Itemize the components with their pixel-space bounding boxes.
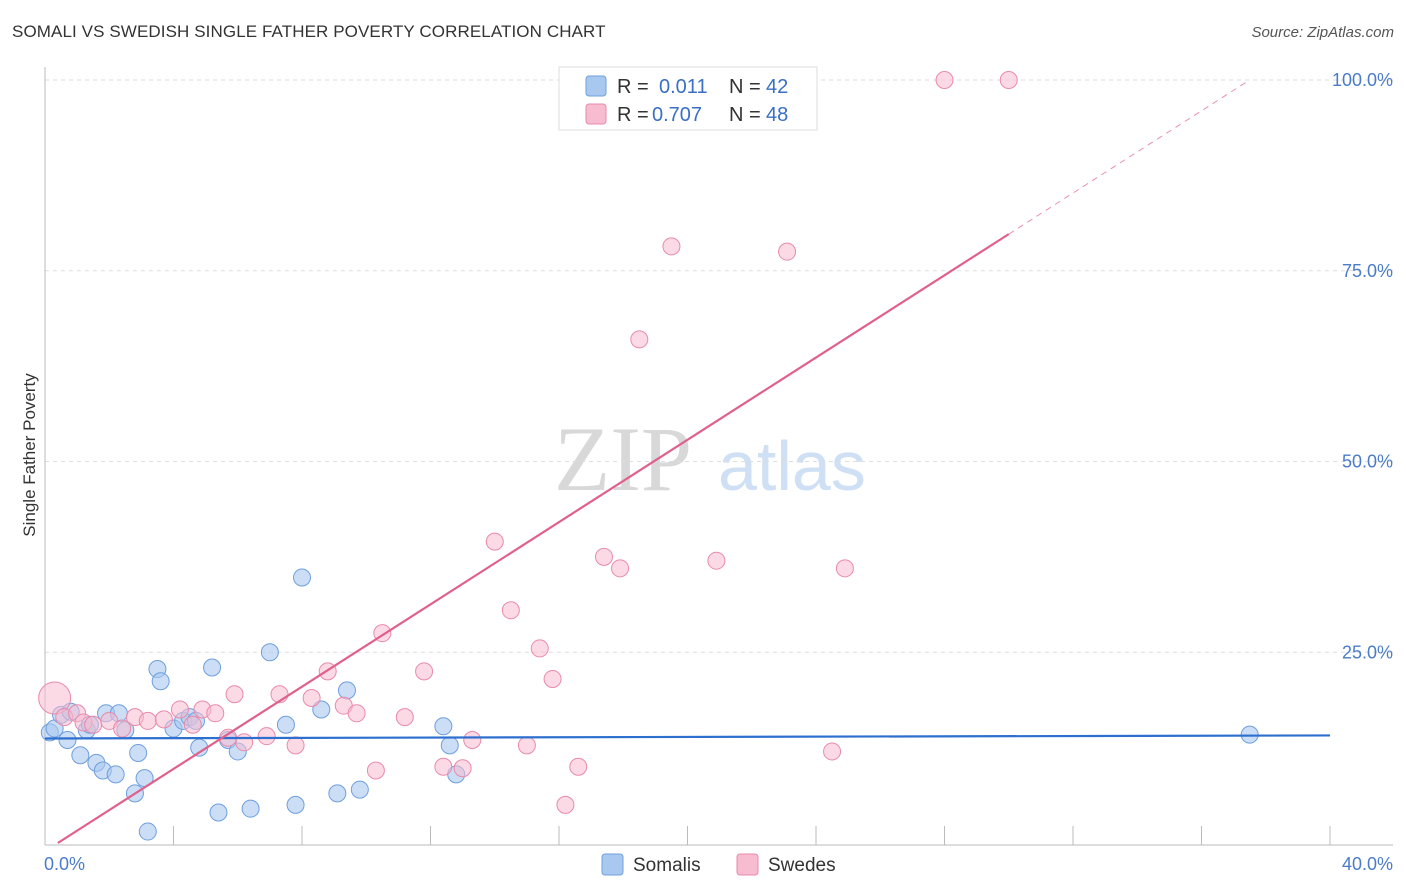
somali-point [129,743,148,762]
somali-point [337,681,356,700]
swede-point [154,710,173,729]
swede-trend-extension [1008,79,1250,235]
somali-point [209,803,228,822]
somali-point [151,672,170,691]
swede-trend-line [57,233,1010,844]
chart-title: SOMALI VS SWEDISH SINGLE FATHER POVERTY … [12,22,606,41]
trend-lines [44,79,1331,844]
swede-point [138,711,157,730]
y-axis-label: Single Father Poverty [20,373,39,537]
somali-points [40,568,1259,841]
watermark-zip: ZIP [554,408,692,510]
swede-point [630,330,649,349]
y-tick-label: 25.0% [1342,642,1393,662]
swede-point [556,795,575,814]
swede-point [183,715,202,734]
somali-point [106,765,125,784]
swede-point [707,551,726,570]
x-tick-label: 0.0% [44,854,85,874]
swede-point [611,559,630,578]
swede-point [485,532,504,551]
somali-point [203,658,222,677]
bottom-legend: Somalis Swedes [601,853,836,876]
axes [44,67,1393,846]
swede-point [38,681,72,715]
somali-point [276,715,295,734]
swede-point [823,742,842,761]
swede-point [415,662,434,681]
x-tick-label: 40.0% [1342,854,1393,874]
legend-swede-swatch [585,103,607,125]
swede-point [235,733,254,752]
tick-labels: 25.0% 50.0% 75.0% 100.0% 0.0% 40.0% [44,70,1393,874]
y-tick-label: 50.0% [1342,452,1393,472]
y-tick-label: 100.0% [1332,70,1393,90]
swede-point [530,639,549,658]
somali-point [286,795,305,814]
somali-point [440,736,459,755]
somali-point [434,717,453,736]
swede-point [999,71,1018,89]
somali-point [260,643,279,662]
legend-swede-r-label: R = [617,104,649,126]
somali-point [71,746,90,765]
swede-point [347,704,366,723]
somali-point [350,780,369,799]
swede-point [935,71,954,89]
legend-somali-n-label: N = [729,76,761,98]
legend-somali-r-label: R = [617,76,649,98]
swede-point [594,547,613,566]
swede-point [286,736,305,755]
swede-point [453,759,472,778]
legend-somali-n-value: 42 [766,76,788,98]
swede-point [501,601,520,620]
swede-points [38,71,1018,814]
swede-point [225,685,244,704]
swede-point [569,757,588,776]
somali-trend-line [44,734,1331,740]
legend-swede-r-value: 0.707 [652,104,702,126]
swede-point [835,559,854,578]
source-credit: Source: ZipAtlas.com [1251,24,1394,41]
somali-point [328,784,347,803]
swede-point [257,727,276,746]
swede-point [662,237,681,256]
swede-point [778,242,797,261]
swede-point [170,700,189,719]
swede-point [463,730,482,749]
swede-point [543,669,562,688]
swede-point [113,719,132,738]
bottom-legend-swede-swatch [736,853,759,876]
swede-point [395,708,414,727]
bottom-legend-somali-label: Somalis [633,855,701,876]
swede-point [206,704,225,723]
bottom-legend-somali-swatch [601,853,624,876]
legend-swede-n-value: 48 [766,104,788,126]
somali-point [58,730,77,749]
top-legend: R = 0.011 N = 42 R = 0.707 N = 48 [558,66,818,131]
swede-point [302,689,321,708]
swede-point [366,761,385,780]
swede-point [434,757,453,776]
legend-somali-r-value: 0.011 [659,76,708,98]
y-tick-label: 75.0% [1342,261,1393,281]
somali-point [293,568,311,587]
watermark-atlas: atlas [718,427,866,505]
legend-swede-n-label: N = [729,104,761,126]
somali-point [138,822,157,841]
somali-point [241,799,260,818]
legend-somali-swatch [585,75,607,97]
swede-point [517,736,536,755]
swede-point [84,715,103,734]
bottom-legend-swede-label: Swedes [768,855,836,876]
